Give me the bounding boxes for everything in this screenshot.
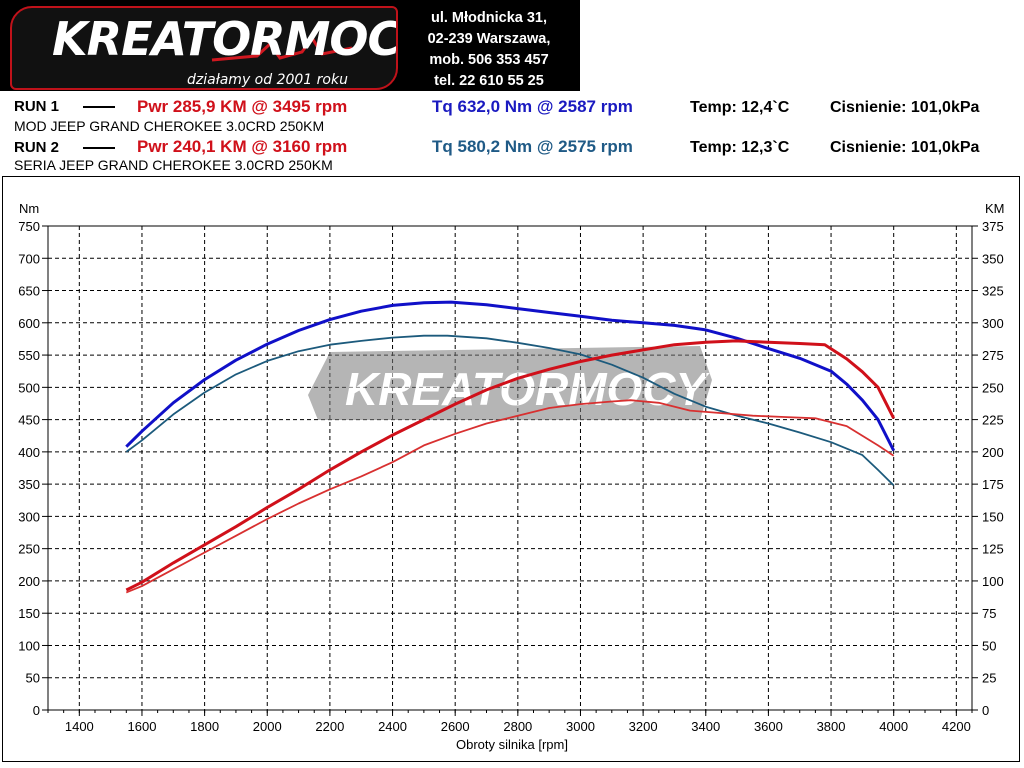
- x-tick-label: 3400: [691, 719, 720, 734]
- y-right-tick-label: 75: [982, 606, 996, 621]
- y-right-tick-label: 150: [982, 509, 1004, 524]
- run1-pressure: Cisnienie: 101,0kPa: [830, 99, 980, 116]
- y-left-tick-label: 600: [18, 316, 40, 331]
- y-right-tick-label: 100: [982, 574, 1004, 589]
- logo-swoosh-icon: [211, 35, 353, 62]
- x-tick-label: 2200: [315, 719, 344, 734]
- run2-description: SERIA JEEP GRAND CHEROKEE 3.0CRD 250KM: [14, 157, 333, 173]
- y-right-tick-label: 25: [982, 671, 996, 686]
- x-tick-label: 1600: [128, 719, 157, 734]
- run1-description: MOD JEEP GRAND CHEROKEE 3.0CRD 250KM: [14, 118, 325, 134]
- y-left-tick-label: 0: [33, 703, 40, 718]
- y-right-tick-label: 0: [982, 703, 989, 718]
- run2-torque: Tq 580,2 Nm @ 2575 rpm: [432, 137, 633, 156]
- phone-landline: tel. 22 610 55 25: [434, 73, 544, 89]
- y-right-tick-label: 125: [982, 542, 1004, 557]
- run2-power: Pwr 240,1 KM @ 3160 rpm: [137, 137, 348, 156]
- run1-power: Pwr 285,9 KM @ 3495 rpm: [137, 97, 348, 116]
- y-left-tick-label: 450: [18, 413, 40, 428]
- y-right-tick-label: 375: [982, 219, 1004, 234]
- y-right-tick-label: 300: [982, 316, 1004, 331]
- x-tick-label: 1800: [190, 719, 219, 734]
- x-tick-label: 3600: [754, 719, 783, 734]
- grid: [48, 225, 972, 711]
- run2-temp: Temp: 12,3`C: [690, 139, 790, 156]
- header: KREATORMOCY działamy od 2001 roku ul. Mł…: [0, 0, 1024, 95]
- logo-tagline: działamy od 2001 roku: [187, 72, 348, 88]
- run2-torque-curve: [125, 334, 895, 487]
- y-left-tick-label: 50: [26, 671, 40, 686]
- y-left-tick-label: 200: [18, 574, 40, 589]
- y-right-tick-label: 200: [982, 445, 1004, 460]
- y-left-tick-label: 500: [18, 380, 40, 395]
- logo-panel: KREATORMOCY działamy od 2001 roku: [0, 0, 398, 91]
- x-tick-label: 2800: [503, 719, 532, 734]
- y-right-tick-label: 325: [982, 284, 1004, 299]
- run1-power-curve: [125, 339, 896, 592]
- y-right-tick-label: 275: [982, 348, 1004, 363]
- y-left-tick-label: 700: [18, 251, 40, 266]
- y-left-tick-label: 100: [18, 638, 40, 653]
- axes: 1400 1600 1800 2000 2200 2400 2600 2800 3000 3200…: [18, 219, 1003, 734]
- logo: KREATORMOCY działamy od 2001 roku: [10, 6, 398, 90]
- y-right-tick-label: 250: [982, 380, 1004, 395]
- plot-border: [47, 225, 973, 711]
- run1-torque: Tq 632,0 Nm @ 2587 rpm: [432, 97, 633, 116]
- x-tick-label: 3000: [566, 719, 595, 734]
- y-left-tick-label: 750: [18, 219, 40, 234]
- address-block: ul. Młodnicka 31, 02-239 Warszawa, mob. …: [398, 0, 580, 91]
- y-right-tick-label: 175: [982, 477, 1004, 492]
- x-tick-label: 1400: [65, 719, 94, 734]
- chart-frame: [2, 176, 1020, 762]
- x-tick-label: 4200: [942, 719, 971, 734]
- y-axis-right-label: KM: [985, 201, 1005, 216]
- x-tick-label: 2000: [253, 719, 282, 734]
- watermark-logo: KREATORMOCY: [308, 346, 712, 420]
- run2-line-sample: [83, 147, 115, 149]
- y-right-tick-label: 350: [982, 251, 1004, 266]
- y-left-tick-label: 250: [18, 542, 40, 557]
- y-left-tick-label: 150: [18, 606, 40, 621]
- run1-temp: Temp: 12,4`C: [690, 99, 790, 116]
- y-right-tick-label: 50: [982, 638, 996, 653]
- y-axis-left-label: Nm: [19, 201, 39, 216]
- x-tick-label: 2400: [378, 719, 407, 734]
- phone-mobile: mob. 506 353 457: [429, 52, 549, 68]
- x-tick-label: 4000: [879, 719, 908, 734]
- x-axis-label: Obroty silnika [rpm]: [456, 737, 568, 752]
- y-left-tick-label: 650: [18, 284, 40, 299]
- run2-label: RUN 2: [14, 139, 60, 156]
- run2-pressure: Cisnienie: 101,0kPa: [830, 139, 980, 156]
- address-line: ul. Młodnicka 31,: [430, 10, 548, 26]
- y-left-tick-label: 350: [18, 477, 40, 492]
- address-line: 02-239 Warszawa,: [427, 31, 551, 47]
- y-left-tick-label: 550: [18, 348, 40, 363]
- x-tick-label: 3800: [817, 719, 846, 734]
- series: [125, 300, 896, 594]
- logo-text: KREATORMOCY: [52, 12, 398, 66]
- y-left-tick-label: 400: [18, 445, 40, 460]
- run1-torque-curve: [125, 300, 896, 452]
- run2-power-curve: [125, 399, 895, 594]
- run1-line-sample: [83, 106, 115, 108]
- y-left-tick-label: 300: [18, 509, 40, 524]
- x-tick-label: 2600: [441, 719, 470, 734]
- x-tick-label: 3200: [629, 719, 658, 734]
- y-right-tick-label: 225: [982, 413, 1004, 428]
- watermark-text: KREATORMOCY: [345, 363, 711, 415]
- run1-label: RUN 1: [14, 98, 60, 115]
